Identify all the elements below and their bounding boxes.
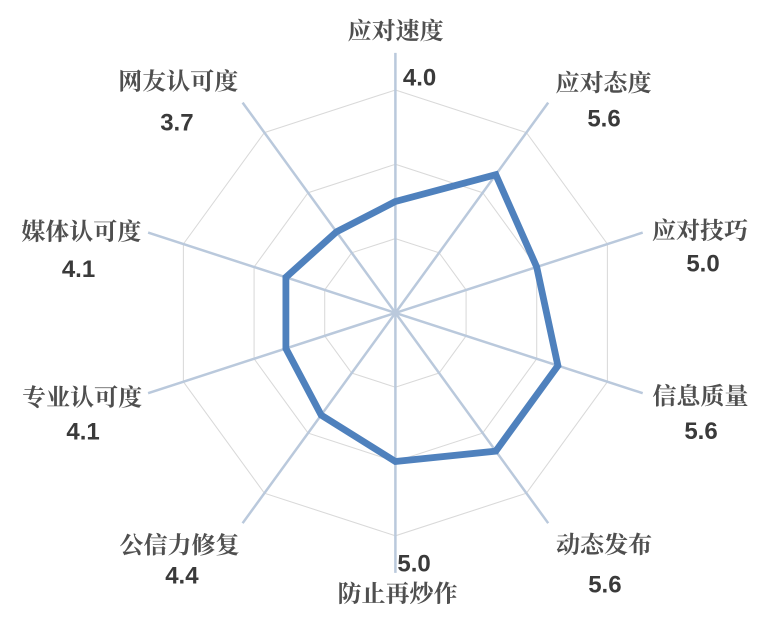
svg-text:4.1: 4.1 — [66, 419, 99, 446]
svg-text:5.0: 5.0 — [686, 250, 719, 277]
svg-text:4.0: 4.0 — [403, 64, 436, 91]
svg-text:3.7: 3.7 — [160, 109, 193, 136]
svg-text:5.6: 5.6 — [587, 105, 620, 132]
svg-text:4.1: 4.1 — [62, 256, 95, 283]
svg-text:5.0: 5.0 — [397, 551, 430, 578]
svg-text:5.6: 5.6 — [684, 418, 717, 445]
svg-text:5.6: 5.6 — [588, 571, 621, 598]
svg-text:4.4: 4.4 — [165, 562, 199, 589]
